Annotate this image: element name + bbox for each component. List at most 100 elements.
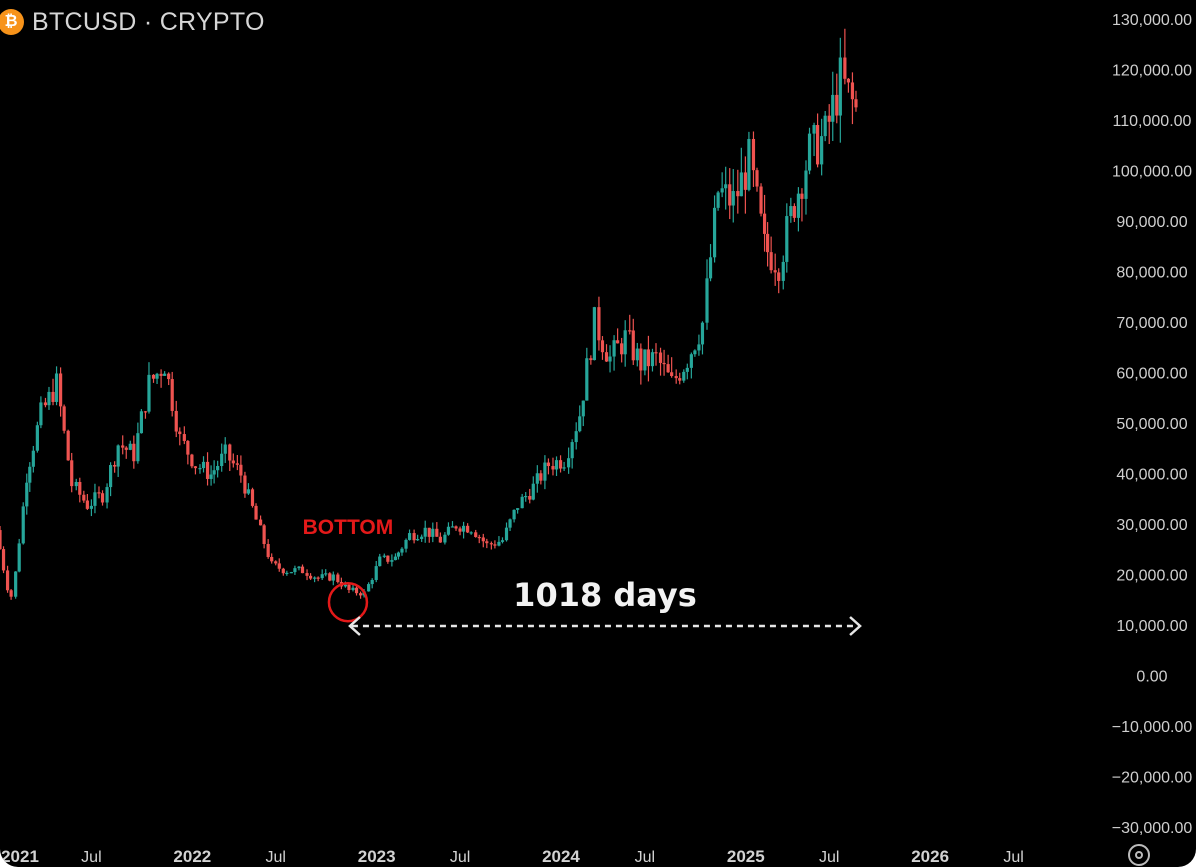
candle-body <box>216 466 220 471</box>
candle-body <box>631 330 635 361</box>
candle-body <box>454 526 458 529</box>
x-tick-label: Jul <box>819 849 839 866</box>
candle-body <box>674 376 678 379</box>
candle-body <box>666 364 670 373</box>
x-tick-label: 2025 <box>727 847 765 866</box>
candle-body <box>178 431 182 435</box>
y-tick-label: 10,000.00 <box>1116 618 1187 635</box>
candle-body <box>700 322 705 345</box>
candle-body <box>600 340 605 353</box>
candle-body <box>354 587 359 594</box>
candle-body <box>274 561 278 564</box>
candle-body <box>186 440 190 455</box>
candle-body <box>393 556 398 561</box>
candle-body <box>438 536 442 543</box>
y-tick-label: 30,000.00 <box>1116 517 1187 534</box>
candle-body <box>512 509 516 520</box>
settings-icon[interactable] <box>1128 844 1150 866</box>
candle-body <box>620 343 624 355</box>
candle-body <box>643 349 647 371</box>
candle-body <box>581 400 585 417</box>
candle-body <box>574 431 578 443</box>
x-tick-label: 2022 <box>173 847 211 866</box>
candle-body <box>739 172 743 197</box>
candle-body <box>313 577 317 579</box>
y-axis: 130,000.00 120,000.00 110,000.00 100,000.00… <box>1112 12 1193 837</box>
y-tick-label: 40,000.00 <box>1116 467 1187 484</box>
candle-body <box>285 572 289 575</box>
candle-body <box>270 556 274 562</box>
candle-body <box>546 462 551 467</box>
candle-body <box>835 94 839 116</box>
candle-body <box>589 358 593 361</box>
candle-body <box>254 505 258 520</box>
y-tick-label: 20,000.00 <box>1116 568 1187 585</box>
candle-body <box>528 496 532 500</box>
candle-body <box>524 496 528 498</box>
candle-body <box>736 191 740 197</box>
chart-header: ₿ BTCUSD · CRYPTO <box>0 4 265 40</box>
candle-body <box>461 525 466 532</box>
candle-body <box>85 500 89 509</box>
candle-body <box>43 402 48 406</box>
candle-body <box>800 193 804 199</box>
candle-body <box>420 536 424 540</box>
candle-body <box>773 270 777 273</box>
candle-body <box>792 206 796 218</box>
candle-body <box>697 344 701 351</box>
x-tick-label: 2023 <box>358 847 396 866</box>
candle-body <box>328 573 332 581</box>
candle-body <box>54 373 59 402</box>
candle-body <box>235 463 239 465</box>
candle-body <box>258 519 263 526</box>
candle-body <box>604 352 609 362</box>
candle-body <box>228 444 232 461</box>
candle-body <box>9 590 13 597</box>
candle-body <box>39 402 43 426</box>
candle-body <box>243 475 247 494</box>
candle-body <box>358 593 363 596</box>
candle-body <box>59 373 63 407</box>
x-tick-label: 2021 <box>1 847 39 866</box>
candle-body <box>551 466 555 470</box>
candle-body <box>543 462 547 481</box>
candle-body <box>562 467 566 469</box>
candle-body <box>159 373 163 376</box>
candle-body <box>597 307 601 341</box>
candle-body <box>516 508 520 510</box>
y-tick-label: 120,000.00 <box>1112 63 1192 80</box>
candle-body <box>469 532 473 534</box>
y-tick-label: 50,000.00 <box>1116 416 1187 433</box>
candle-body <box>305 573 309 576</box>
candle-body <box>320 574 324 579</box>
candle-body <box>705 278 709 323</box>
candle-body <box>412 533 416 541</box>
candle-body <box>139 411 144 434</box>
candle-body <box>400 548 404 553</box>
candle-body <box>716 192 720 208</box>
candle-body <box>720 188 724 193</box>
symbol-title[interactable]: BTCUSD · CRYPTO <box>32 7 265 36</box>
candle-body <box>201 461 206 469</box>
candle-body <box>747 138 751 190</box>
y-tick-label: −30,000.00 <box>1112 820 1193 837</box>
candle-body <box>300 566 305 574</box>
candle-body <box>458 528 462 532</box>
candle-body <box>689 354 693 368</box>
y-tick-label: −20,000.00 <box>1112 770 1193 787</box>
candle-body <box>220 453 224 467</box>
candle-body <box>277 563 281 569</box>
candle-body <box>755 170 759 187</box>
candle-body <box>351 587 355 590</box>
candle-body <box>51 391 55 402</box>
candle-body <box>567 458 571 468</box>
candle-body <box>370 579 374 585</box>
x-tick-label: Jul <box>266 849 286 866</box>
candle-body <box>539 473 543 481</box>
candle-body <box>766 233 770 253</box>
candle-body <box>712 207 717 258</box>
candle-body <box>5 570 10 591</box>
candle-body <box>1 549 6 571</box>
candle-body <box>762 213 767 234</box>
